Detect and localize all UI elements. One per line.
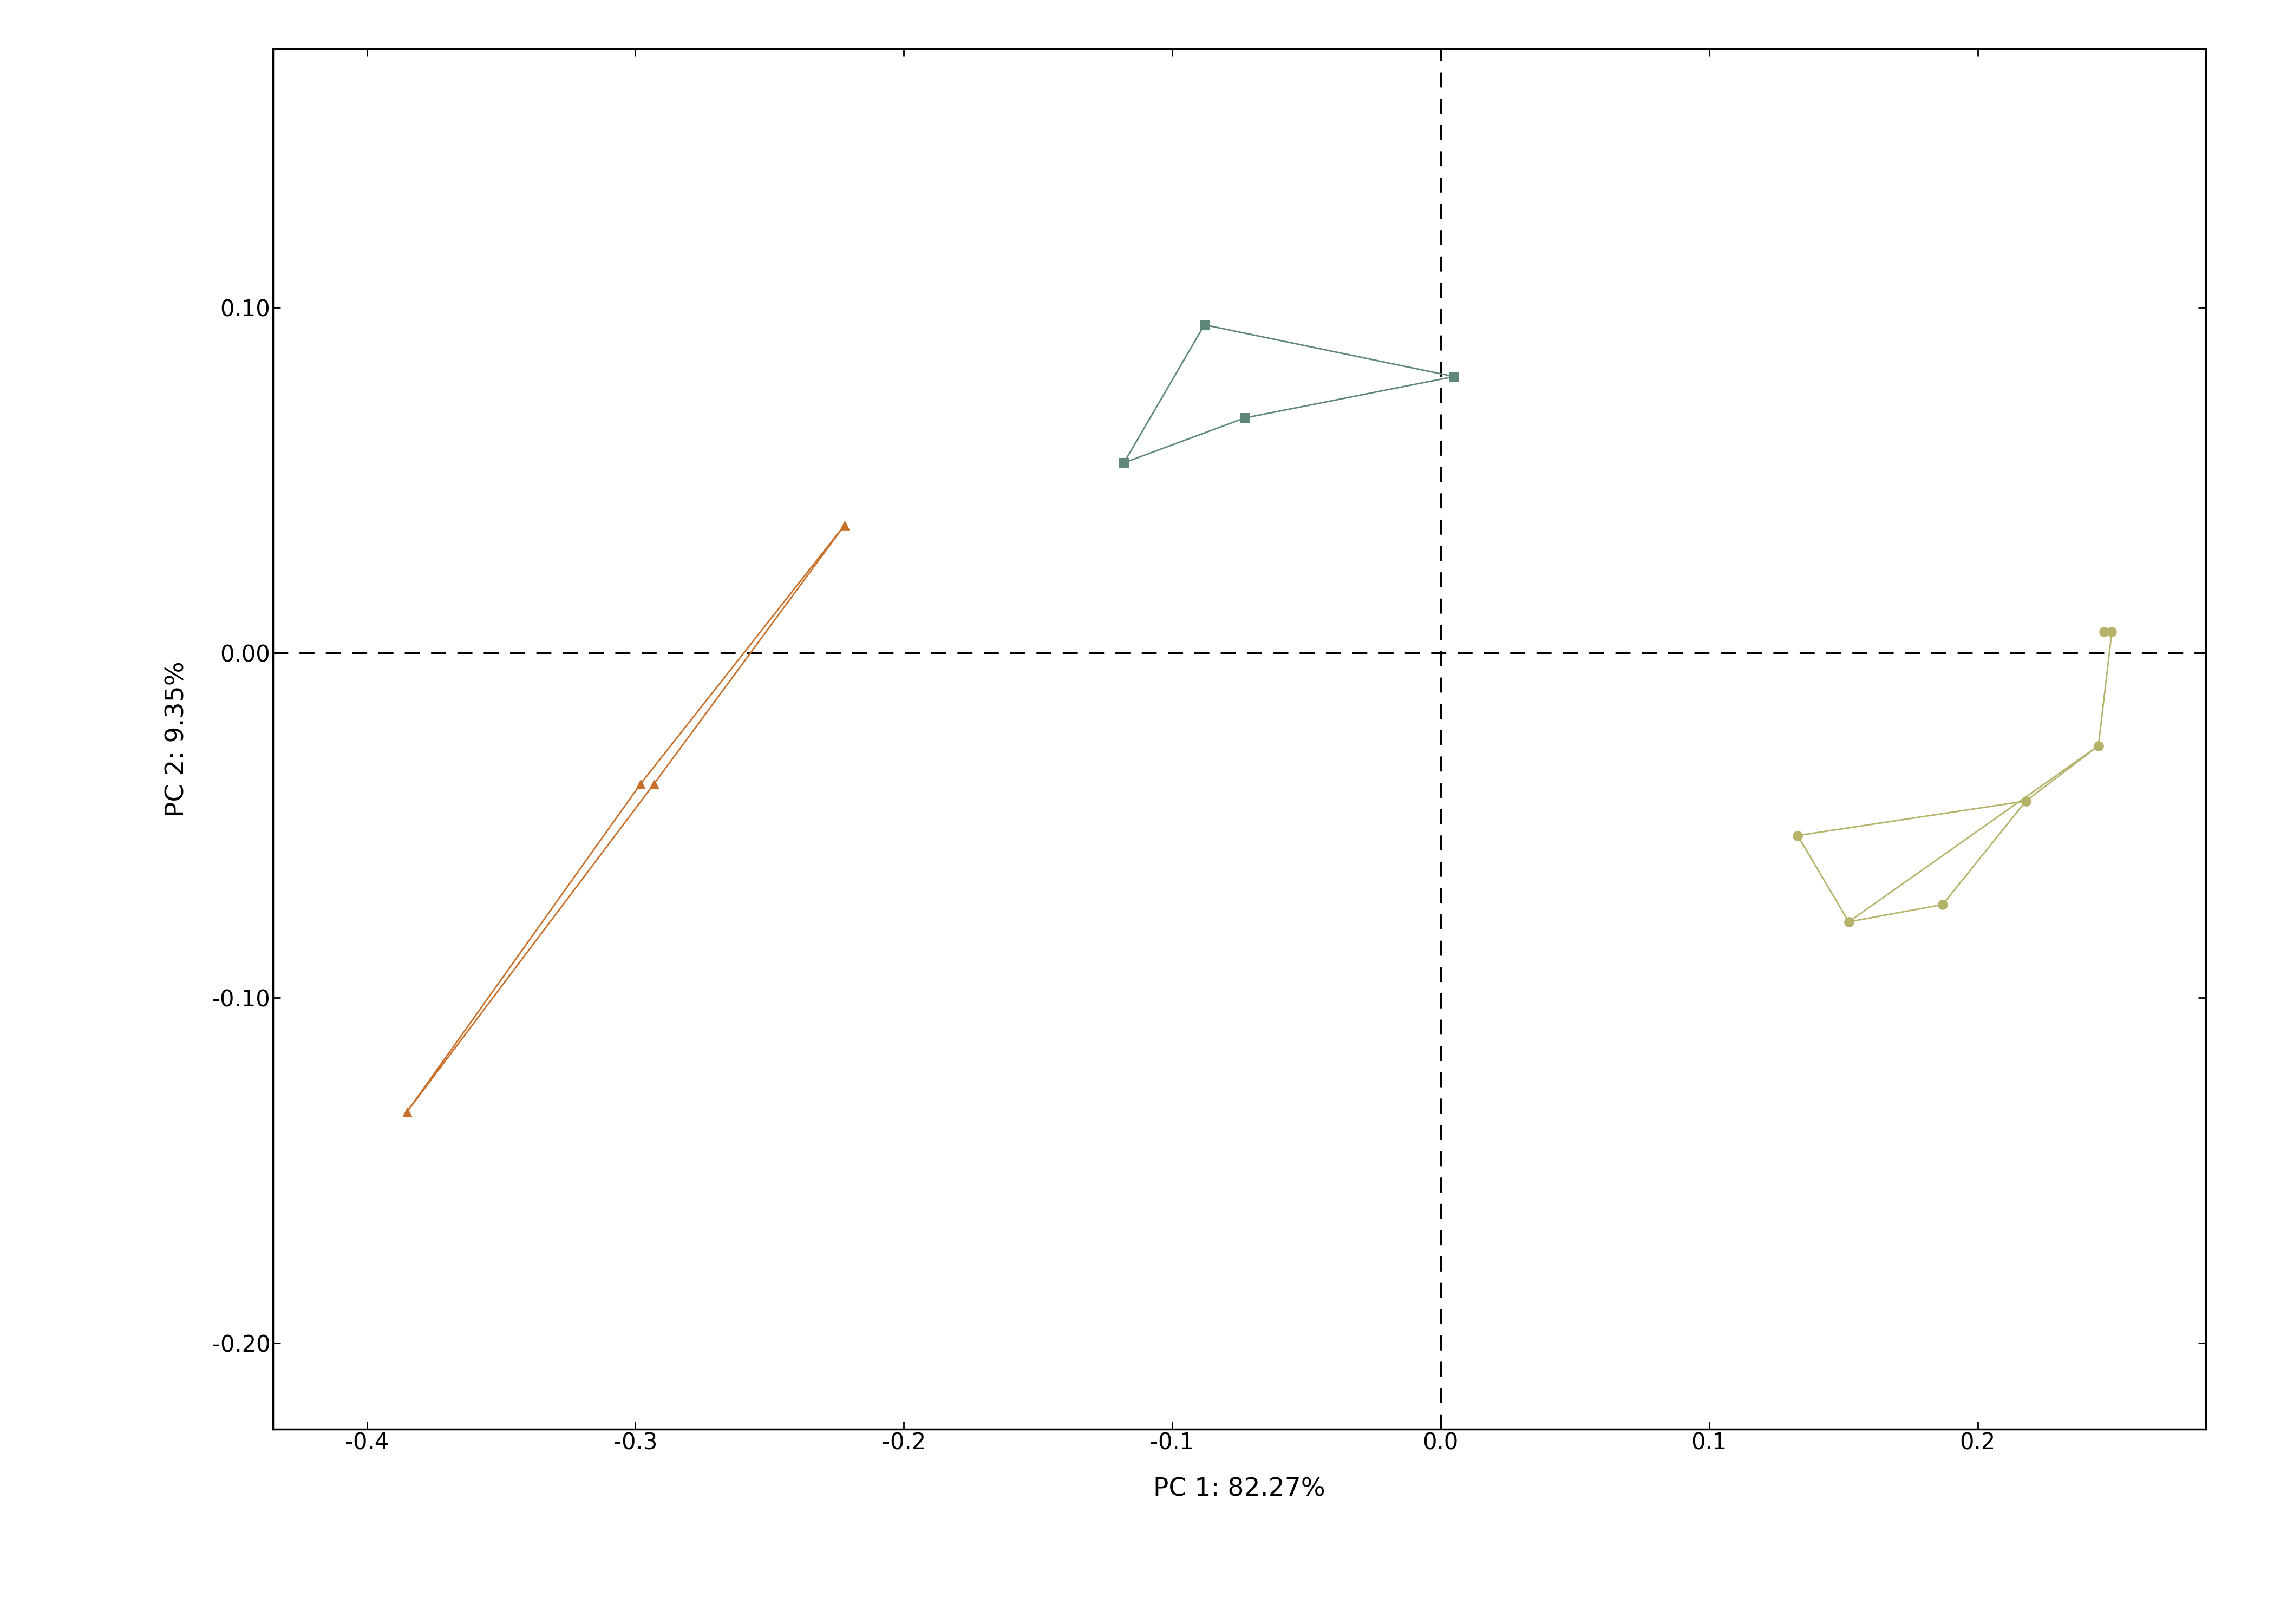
Point [1105, 450, 1142, 476]
Point [2085, 619, 2122, 645]
Point [2081, 732, 2117, 758]
Point [389, 1098, 425, 1124]
Point [1781, 822, 1817, 848]
Point [1435, 364, 1471, 390]
Point [2008, 788, 2044, 814]
Point [637, 771, 673, 797]
Point [1924, 892, 1960, 918]
Point [623, 771, 659, 797]
Point [825, 512, 862, 538]
Y-axis label: PC 2: 9.35%: PC 2: 9.35% [166, 661, 189, 817]
Point [1226, 404, 1262, 430]
X-axis label: PC 1: 82.27%: PC 1: 82.27% [1153, 1478, 1326, 1502]
Point [2094, 619, 2131, 645]
Point [1831, 909, 1867, 935]
Point [1187, 312, 1223, 338]
